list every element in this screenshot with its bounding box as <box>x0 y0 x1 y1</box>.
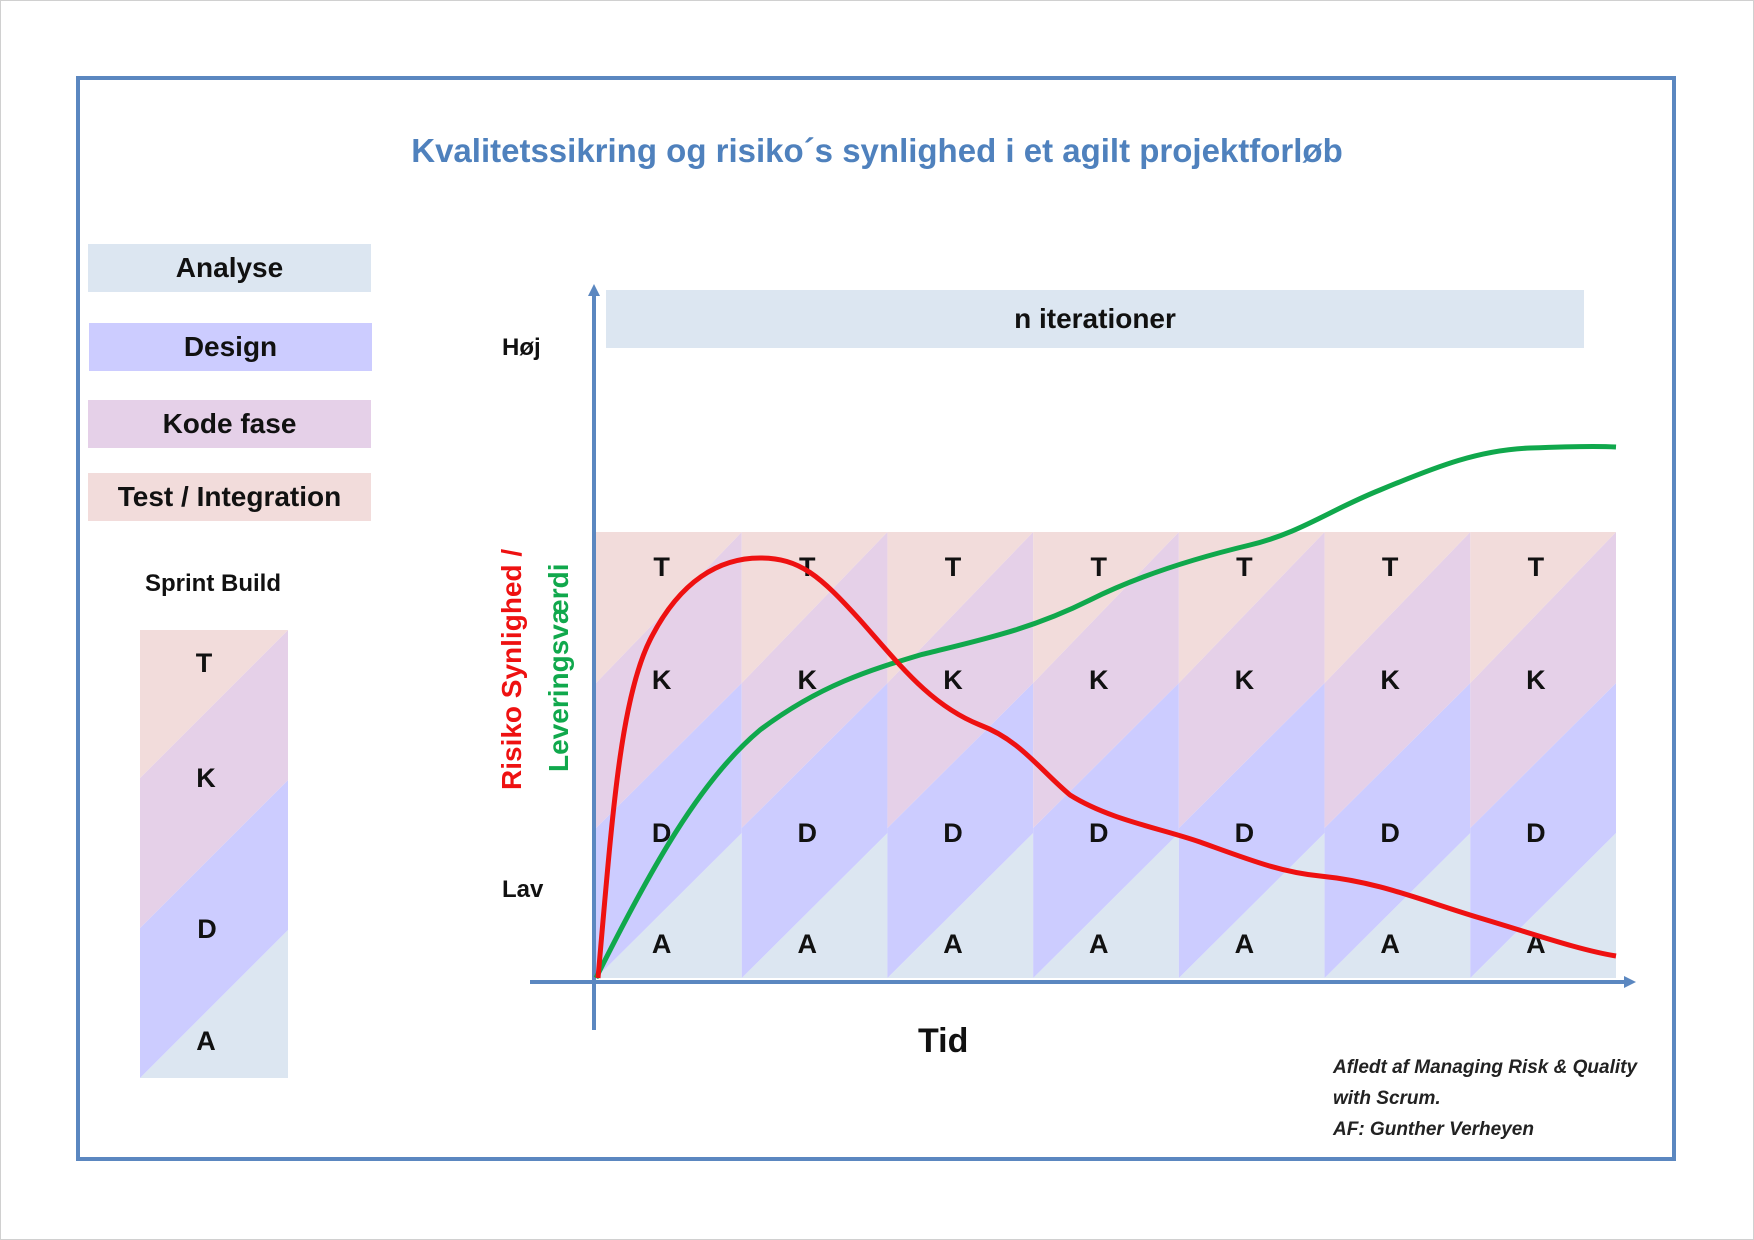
sprint-5-letter-k: K <box>1235 665 1255 695</box>
sprint-3-design-band <box>887 683 1034 978</box>
legend-analyse: Analyse <box>88 244 371 292</box>
legend-test-integration: Test / Integration <box>88 473 371 521</box>
sprint-3-letter-a: A <box>943 929 963 959</box>
sprint-7-letter-k: K <box>1526 665 1546 695</box>
sprint-5-letter-d: D <box>1235 818 1255 848</box>
n-iterations-banner: n iterationer <box>606 290 1584 348</box>
sprint-2-design-band <box>741 683 888 978</box>
sprint-build-letter-k: K <box>196 763 216 793</box>
sprint-6-test-band <box>1324 532 1471 683</box>
credit-line-3: AF: Gunther Verheyen <box>1333 1119 1534 1140</box>
legend-kode-fase: Kode fase <box>88 400 371 448</box>
sprint-6-letter-t: T <box>1382 552 1399 582</box>
sprint-1-test-band <box>596 532 742 683</box>
diagram-title: Kvalitetssikring og risiko´s synlighed i… <box>411 132 1343 169</box>
sprint-1-letter-a: A <box>652 929 672 959</box>
sprint-2-letter-k: K <box>798 665 818 695</box>
sprint-7-test-band <box>1470 532 1616 683</box>
diagram-frame <box>76 76 1676 1161</box>
sprint-7-kode-band <box>1470 532 1616 828</box>
risk-curve <box>595 555 1617 979</box>
sprint-1-letter-k: K <box>652 665 672 695</box>
sprint-4-letter-a: A <box>1089 929 1109 959</box>
sprint-build-letter-t: T <box>196 648 213 678</box>
sprint-5-design-band <box>1178 683 1325 978</box>
sprint-3-letter-k: K <box>943 665 963 695</box>
sprint-5-analyse-band <box>1178 833 1325 978</box>
sprint-5-kode-band <box>1178 532 1325 828</box>
sprint-3-kode-band <box>887 532 1034 828</box>
y-low-label: Lav <box>502 876 544 903</box>
sprint-2-test-band <box>741 532 888 683</box>
sprint-build-letter-a: A <box>196 1026 216 1056</box>
sprint-build-letter-d: D <box>197 914 217 944</box>
sprint-3-test-band <box>887 532 1034 683</box>
sprint-build-kode-band <box>140 630 288 928</box>
credit-line-1: Afledt af Managing Risk & Quality <box>1333 1057 1638 1078</box>
sprint-2-letter-a: A <box>798 929 818 959</box>
sprint-1-analyse-band <box>596 833 742 978</box>
sprint-6-letter-a: A <box>1380 929 1400 959</box>
sprint-1-kode-band <box>596 532 742 828</box>
sprint-5-letter-t: T <box>1236 552 1253 582</box>
y-label-risk: Risiko Synlighed / <box>496 549 527 790</box>
sprint-2-letter-d: D <box>798 818 818 848</box>
sprint-3-letter-d: D <box>943 818 963 848</box>
sprint-build-column: T K D A <box>140 630 288 1078</box>
credit-note: Afledt af Managing Risk & Quality with S… <box>1333 1052 1637 1145</box>
sprint-7-analyse-band <box>1470 833 1616 978</box>
credit-line-2: with Scrum. <box>1333 1088 1441 1109</box>
value-curve <box>593 443 1617 980</box>
sprint-2-analyse-band <box>741 833 888 978</box>
sprint-4-letter-t: T <box>1090 552 1107 582</box>
sprint-3-letter-t: T <box>945 552 962 582</box>
x-axis-label: Tid <box>918 1022 969 1060</box>
sprint-1-letter-d: D <box>652 818 672 848</box>
sprint-4-test-band <box>1033 532 1179 683</box>
sprint-4-design-band <box>1033 683 1179 978</box>
sprint-6-letter-d: D <box>1380 818 1400 848</box>
sprint-7-letter-t: T <box>1528 552 1545 582</box>
sprint-build-design-band <box>140 780 288 1078</box>
sprint-7-letter-d: D <box>1526 818 1546 848</box>
sprint-2-kode-band <box>741 532 888 828</box>
sprint-6-kode-band <box>1324 532 1471 828</box>
sprint-1-letter-t: T <box>653 552 670 582</box>
sprint-4-kode-band <box>1033 532 1179 828</box>
y-high-label: Høj <box>502 334 541 361</box>
sprint-build-label: Sprint Build <box>145 570 281 597</box>
y-label-value: Leveringsværdi <box>543 563 574 772</box>
sprint-build-test-band <box>140 630 288 778</box>
sprint-7-design-band <box>1470 683 1616 978</box>
sprint-4-letter-d: D <box>1089 818 1109 848</box>
sprint-5-letter-a: A <box>1235 929 1255 959</box>
sprint-6-design-band <box>1324 683 1471 978</box>
sprint-5-test-band <box>1178 532 1325 683</box>
sprint-4-letter-k: K <box>1089 665 1109 695</box>
sprint-6-letter-k: K <box>1380 665 1400 695</box>
legend-design: Design <box>89 323 372 371</box>
